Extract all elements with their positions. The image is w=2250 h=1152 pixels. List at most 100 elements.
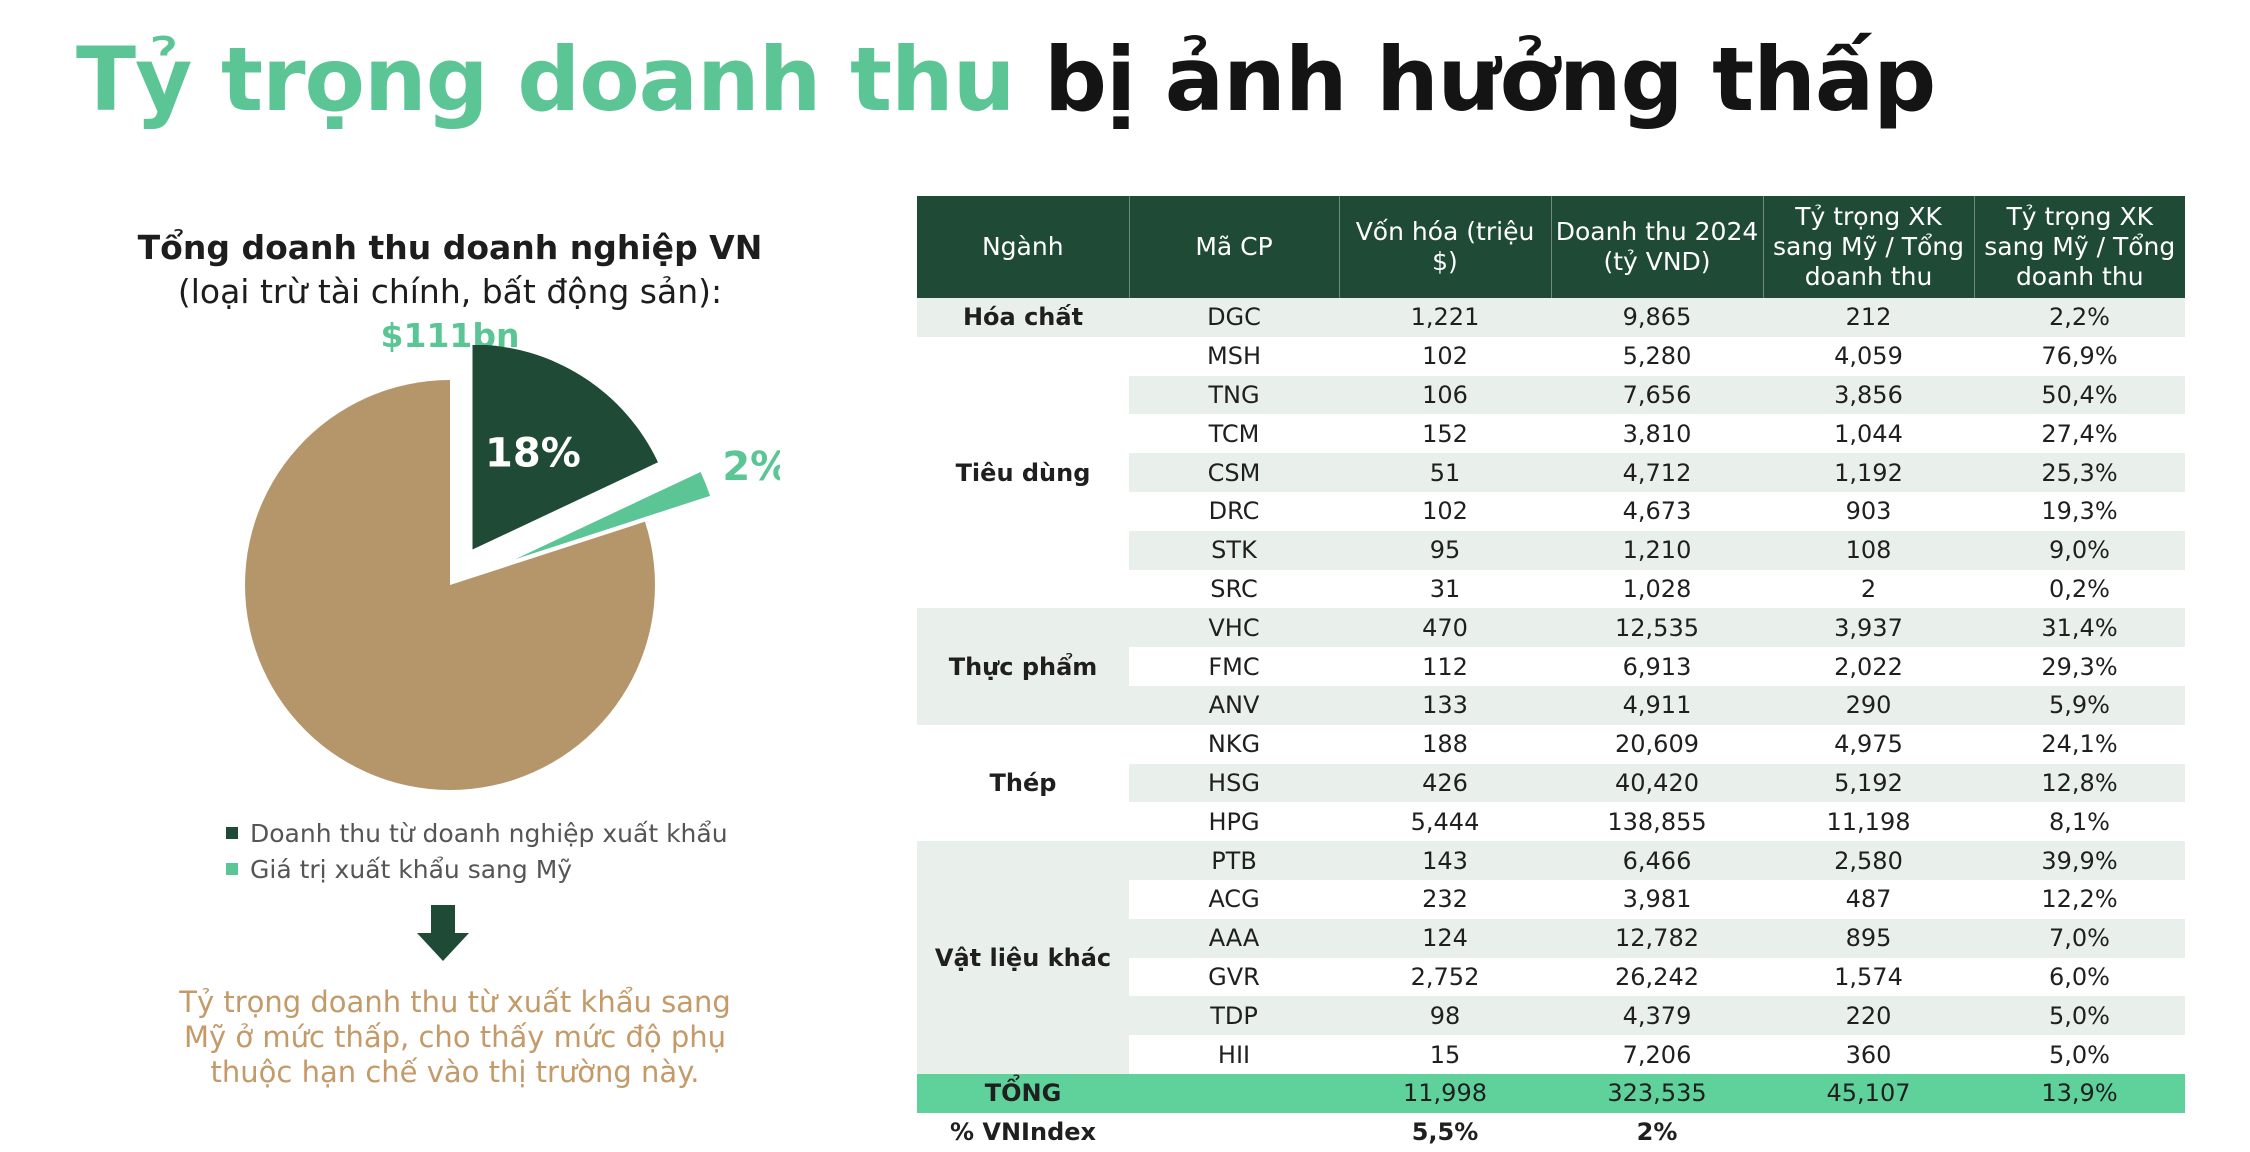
table-cell: 6,466 [1551, 841, 1763, 880]
table-cell: 12,8% [1974, 763, 2185, 803]
table-cell [1129, 1073, 1339, 1113]
table-cell: HII [1129, 1035, 1339, 1074]
table-cell: 45,107 [1763, 1073, 1974, 1113]
table-cell: 51 [1339, 453, 1551, 492]
table-row: Thép NKG 188 20,609 4,975 24,1% [917, 724, 2185, 842]
table-row: FMC 112 6,913 2,022 29,3% [917, 647, 2185, 686]
table-cell: MSH [1129, 336, 1339, 376]
chart-title-bold: Tổng doanh thu doanh nghiệp VN [137, 228, 763, 267]
table-cell: 19,3% [1974, 491, 2185, 531]
table-cell: 5,280 [1551, 336, 1763, 376]
table-cell: 98 [1339, 996, 1551, 1036]
table-cell: 1,192 [1763, 453, 1974, 492]
pie-data-label-0: 18% [485, 430, 581, 476]
column-header: Ngành [917, 196, 1130, 298]
table-cell: FMC [1129, 647, 1339, 686]
table-row: STK 95 1,210 108 9,0% [917, 530, 2185, 570]
sector-cell: Vật liệu khác [917, 841, 1129, 1074]
table-row: SRC 31 1,028 2 0,2% [917, 569, 2185, 609]
legend-swatch [226, 827, 238, 839]
chart-title-rest: (loại trừ tài chính, bất động sản): [177, 272, 723, 311]
table-row: AAA 124 12,782 895 7,0% [917, 918, 2185, 958]
pie-slice-0 [472, 345, 658, 550]
table-cell: 232 [1339, 879, 1551, 919]
table-row: HSG 426 40,420 5,192 12,8% [917, 763, 2185, 803]
sector-cell: Thép [917, 724, 1129, 842]
table-row: DRC 102 4,673 903 19,3% [917, 491, 2185, 531]
table-cell: 7,206 [1551, 1035, 1763, 1074]
table-row: Hóa chất DGC 1,221 9,865 212 2,2% [917, 298, 2185, 337]
table-cell: 1,028 [1551, 569, 1763, 609]
table-row: GVR 2,752 26,242 1,574 6,0% [917, 957, 2185, 997]
table-cell: 12,535 [1551, 608, 1763, 648]
table-cell: 1,221 [1339, 298, 1551, 337]
table-row: CSM 51 4,712 1,192 25,3% [917, 453, 2185, 492]
table-cell: 12,2% [1974, 879, 2185, 919]
table-cell: 895 [1763, 918, 1974, 958]
table-cell: 487 [1763, 879, 1974, 919]
table-cell: CSM [1129, 453, 1339, 492]
table-cell: ANV [1129, 685, 1339, 725]
table-cell: 40,420 [1551, 763, 1763, 803]
pie-slice-1 [515, 471, 711, 560]
down-arrow-icon [417, 905, 469, 961]
table-cell: 50,4% [1974, 375, 2185, 415]
table-cell: 143 [1339, 841, 1551, 880]
title-highlight: Tỷ trọng doanh thu [76, 28, 1015, 131]
table-cell: 5,5% [1339, 1112, 1551, 1152]
table-header-row: Ngành Mã CP Vốn hóa (triệu $) Doanh thu 202… [917, 196, 2185, 298]
table-cell: 3,937 [1763, 608, 1974, 648]
table-cell: 25,3% [1974, 453, 2185, 492]
title-rest: bị ảnh hưởng thấp [1044, 28, 1936, 131]
table-cell: HPG [1129, 802, 1339, 842]
table-cell: DGC [1129, 298, 1339, 337]
table-cell: 95 [1339, 530, 1551, 570]
table-cell: 3,981 [1551, 879, 1763, 919]
summary-note: Tỷ trọng doanh thu từ xuất khẩu sang Mỹ … [179, 985, 731, 1089]
table-cell: 426 [1339, 763, 1551, 803]
table-row: TCM 152 3,810 1,044 27,4% [917, 414, 2185, 454]
legend-label: Doanh thu từ doanh nghiệp xuất khẩu [250, 818, 728, 848]
table-cell: 138,855 [1551, 802, 1763, 842]
table-cell: 31,4% [1974, 608, 2185, 648]
table-cell: NKG [1129, 724, 1339, 764]
table-cell: 4,059 [1763, 336, 1974, 376]
table-cell: STK [1129, 530, 1339, 570]
table-cell: 360 [1763, 1035, 1974, 1074]
table-cell: 3,810 [1551, 414, 1763, 454]
table-cell: 27,4% [1974, 414, 2185, 454]
pie-slice-2 [245, 380, 656, 790]
table-row: TNG 106 7,656 3,856 50,4% [917, 375, 2185, 415]
table-cell: 4,673 [1551, 491, 1763, 531]
table-cell: 15 [1339, 1035, 1551, 1074]
table-cell: 13,9% [1974, 1073, 2185, 1113]
table-cell: 152 [1339, 414, 1551, 454]
table-cell: 4,911 [1551, 685, 1763, 725]
table-cell: AAA [1129, 918, 1339, 958]
column-header: Mã CP [1129, 196, 1340, 298]
table-cell: 220 [1763, 996, 1974, 1036]
table-cell: 76,9% [1974, 336, 2185, 376]
table-cell [1763, 1112, 1974, 1152]
table-cell [1129, 1112, 1339, 1152]
table-cell: 9,0% [1974, 530, 2185, 570]
table-cell: 106 [1339, 375, 1551, 415]
export-table: Ngành Mã CP Vốn hóa (triệu $) Doanh thu 202… [917, 196, 2185, 1152]
table-cell: 29,3% [1974, 647, 2185, 686]
table-row: TDP 98 4,379 220 5,0% [917, 996, 2185, 1036]
column-header: Tỷ trọng XK sang Mỹ / Tổng doanh thu [1974, 196, 2185, 298]
table-cell: 0,2% [1974, 569, 2185, 609]
table-cell: 1,044 [1763, 414, 1974, 454]
pie-data-label-1: 2% [722, 444, 780, 490]
table-cell: HSG [1129, 763, 1339, 803]
table-cell: PTB [1129, 841, 1339, 880]
sector-cell: Tiêu dùng [917, 336, 1129, 609]
table-cell: 3,856 [1763, 375, 1974, 415]
table-cell: 9,865 [1551, 298, 1763, 337]
table-cell: 5,0% [1974, 996, 2185, 1036]
legend-item: Doanh thu từ doanh nghiệp xuất khẩu [226, 815, 728, 851]
table-cell: TDP [1129, 996, 1339, 1036]
table-cell: 1,210 [1551, 530, 1763, 570]
table-cell: 2,752 [1339, 957, 1551, 997]
table-cell: 11,998 [1339, 1073, 1551, 1113]
